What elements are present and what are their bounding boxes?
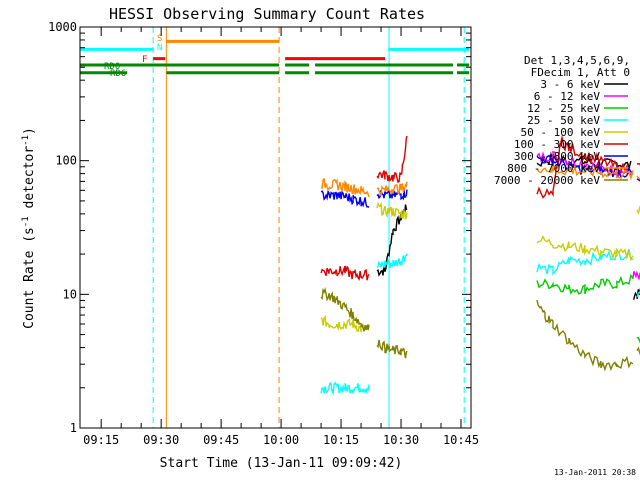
state-label-s: S (157, 34, 162, 44)
y-axis-label-mid: detector (22, 146, 37, 217)
state-label-rd6: RD6 (110, 69, 126, 79)
legend-label-2: 12 - 25 keV (527, 102, 600, 115)
legend-label-7: 800 - 7000 keV (507, 162, 600, 175)
y-tick-label: 100 (55, 154, 77, 168)
footer-timestamp: 13-Jan-2011 20:38 (554, 468, 636, 477)
legend-label-8: 7000 - 20000 keV (494, 174, 600, 187)
x-tick-label: 09:30 (143, 433, 179, 447)
legend-label-5: 100 - 300 keV (514, 138, 600, 151)
series-5-trace-1 (376, 135, 408, 184)
series-4-trace-1 (376, 201, 408, 220)
legend-label-4: 50 - 100 keV (521, 126, 601, 139)
state-label-n: N (157, 43, 162, 53)
x-tick-label: 10:00 (263, 433, 299, 447)
legend: Det 1,3,4,5,6,9,FDecim 1, Att 03 - 6 keV… (494, 54, 630, 187)
series-2-trace-0 (536, 273, 634, 295)
legend-label-1: 6 - 12 keV (534, 90, 601, 103)
series-8-trace-2 (536, 299, 634, 372)
series-5-trace-0 (320, 265, 370, 281)
series-0-trace-2 (633, 287, 640, 300)
x-tick-label: 10:30 (383, 433, 419, 447)
x-tick-label: 09:45 (203, 433, 239, 447)
series-7-trace-1 (376, 181, 408, 196)
series-1-trace-1 (632, 270, 640, 282)
legend-label-6: 300 - 800 keV (514, 150, 600, 163)
legend-header-1: FDecim 1, Att 0 (531, 66, 630, 79)
series-3-trace-1 (376, 253, 408, 270)
y-axis-label: Count Rate (s-1 detector-1) (21, 127, 37, 329)
y-axis-label-sup2: -1 (21, 135, 31, 146)
chart-title: HESSI Observing Summary Count Rates (109, 5, 425, 23)
x-tick-label: 10:15 (323, 433, 359, 447)
legend-label-3: 25 - 50 keV (527, 114, 600, 127)
series-5-trace-2 (536, 134, 634, 199)
series-7-trace-0 (320, 177, 370, 198)
legend-label-0: 3 - 6 keV (540, 78, 600, 91)
series-6-trace-0 (320, 189, 370, 208)
y-axis-label-main: Count Rate (s (22, 227, 37, 329)
series-7-trace-2 (536, 164, 634, 181)
y-axis-label-sup1: -1 (21, 216, 31, 227)
x-tick-label: 09:15 (83, 433, 119, 447)
y-tick-label: 1 (70, 421, 77, 435)
series-3-trace-0 (320, 381, 370, 396)
y-tick-label: 10 (63, 287, 77, 301)
x-axis-label: Start Time (13-Jan-11 09:09:42) (160, 456, 403, 471)
y-axis-label-end: ) (22, 127, 37, 135)
series-8-trace-0 (320, 287, 370, 332)
series-4-trace-0 (320, 314, 370, 333)
state-label-rd0: RD0 (104, 62, 120, 72)
x-tick-label: 10:45 (443, 433, 479, 447)
state-label-f: F (142, 55, 147, 65)
series-4-trace-2 (536, 235, 634, 262)
axes-frame (79, 26, 472, 429)
legend-header-0: Det 1,3,4,5,6,9, (524, 54, 630, 67)
series-8-trace-1 (376, 339, 408, 359)
y-tick-label: 1000 (48, 20, 77, 34)
